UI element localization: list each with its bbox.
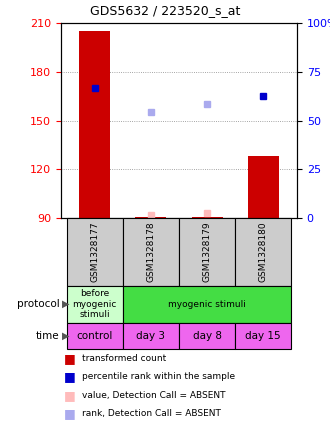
Text: GSM1328178: GSM1328178 <box>147 221 155 282</box>
Text: ■: ■ <box>64 389 76 402</box>
FancyBboxPatch shape <box>179 323 235 349</box>
Text: GSM1328180: GSM1328180 <box>259 221 268 282</box>
Text: GSM1328177: GSM1328177 <box>90 221 99 282</box>
FancyBboxPatch shape <box>67 323 123 349</box>
FancyBboxPatch shape <box>67 286 123 323</box>
Text: percentile rank within the sample: percentile rank within the sample <box>82 372 236 381</box>
FancyBboxPatch shape <box>179 218 235 286</box>
Text: rank, Detection Call = ABSENT: rank, Detection Call = ABSENT <box>82 409 221 418</box>
Bar <box>136 217 166 218</box>
Text: ▶: ▶ <box>62 299 69 309</box>
Text: GSM1328179: GSM1328179 <box>203 221 212 282</box>
Text: GDS5632 / 223520_s_at: GDS5632 / 223520_s_at <box>90 4 240 17</box>
Text: protocol: protocol <box>16 299 59 309</box>
Text: control: control <box>77 331 113 341</box>
Text: ■: ■ <box>64 370 76 383</box>
Bar <box>192 217 222 218</box>
FancyBboxPatch shape <box>123 323 179 349</box>
Text: ■: ■ <box>64 407 76 420</box>
Bar <box>248 156 279 218</box>
Text: day 15: day 15 <box>246 331 281 341</box>
Bar <box>79 31 110 218</box>
Text: time: time <box>36 331 59 341</box>
FancyBboxPatch shape <box>235 323 291 349</box>
FancyBboxPatch shape <box>67 218 123 286</box>
Text: value, Detection Call = ABSENT: value, Detection Call = ABSENT <box>82 391 226 400</box>
FancyBboxPatch shape <box>235 218 291 286</box>
Text: ■: ■ <box>64 352 76 365</box>
Text: ▶: ▶ <box>62 331 69 341</box>
Text: before
myogenic
stimuli: before myogenic stimuli <box>73 289 117 319</box>
Text: transformed count: transformed count <box>82 354 167 363</box>
Text: day 3: day 3 <box>136 331 165 341</box>
Text: day 8: day 8 <box>193 331 222 341</box>
FancyBboxPatch shape <box>123 286 291 323</box>
FancyBboxPatch shape <box>123 218 179 286</box>
Text: myogenic stimuli: myogenic stimuli <box>168 299 246 309</box>
